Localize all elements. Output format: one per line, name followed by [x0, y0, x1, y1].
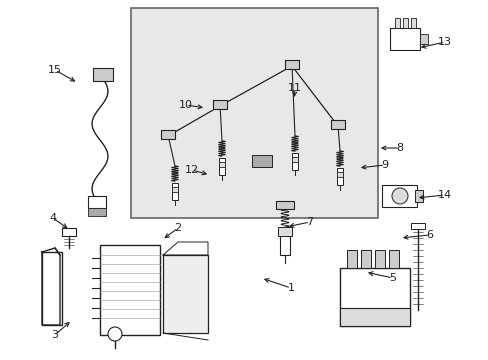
Text: 14: 14: [437, 190, 451, 200]
Bar: [291, 157, 298, 162]
Bar: [171, 187, 178, 192]
Text: 10: 10: [179, 100, 193, 110]
Bar: [88, 208, 106, 216]
Text: 6: 6: [426, 230, 433, 240]
Bar: [213, 100, 226, 108]
Text: 4: 4: [49, 213, 57, 223]
Bar: [163, 255, 207, 333]
Bar: [360, 250, 370, 268]
Text: 13: 13: [437, 37, 451, 47]
Text: 11: 11: [287, 83, 302, 93]
Bar: [346, 250, 356, 268]
Bar: [389, 28, 419, 50]
Bar: [292, 153, 297, 170]
Bar: [100, 245, 160, 335]
Bar: [62, 228, 76, 236]
Bar: [414, 190, 422, 202]
Bar: [88, 196, 106, 208]
Bar: [339, 268, 409, 326]
Bar: [419, 34, 427, 44]
Text: 8: 8: [396, 143, 403, 153]
Bar: [219, 158, 224, 175]
Text: 9: 9: [381, 160, 388, 170]
Bar: [410, 223, 424, 229]
Circle shape: [391, 188, 407, 204]
Bar: [218, 162, 225, 167]
Bar: [251, 155, 271, 167]
Bar: [172, 183, 177, 200]
Text: 15: 15: [48, 65, 62, 75]
Bar: [336, 172, 343, 177]
Bar: [410, 18, 415, 28]
Bar: [374, 250, 384, 268]
Bar: [388, 250, 398, 268]
Text: 2: 2: [174, 223, 181, 233]
Bar: [275, 201, 293, 209]
Text: 3: 3: [51, 330, 59, 340]
Bar: [42, 252, 62, 325]
Bar: [280, 235, 289, 255]
Text: 12: 12: [184, 165, 199, 175]
Bar: [337, 168, 342, 185]
Bar: [278, 227, 291, 236]
Bar: [339, 308, 409, 326]
Text: 7: 7: [306, 217, 313, 227]
Bar: [394, 18, 399, 28]
Bar: [381, 185, 416, 207]
Bar: [402, 18, 407, 28]
Text: 5: 5: [389, 273, 396, 283]
Bar: [161, 130, 174, 139]
Bar: [131, 8, 377, 218]
Bar: [93, 68, 113, 81]
Circle shape: [108, 327, 122, 341]
Text: 1: 1: [287, 283, 294, 293]
Bar: [330, 120, 344, 129]
Bar: [285, 60, 298, 68]
